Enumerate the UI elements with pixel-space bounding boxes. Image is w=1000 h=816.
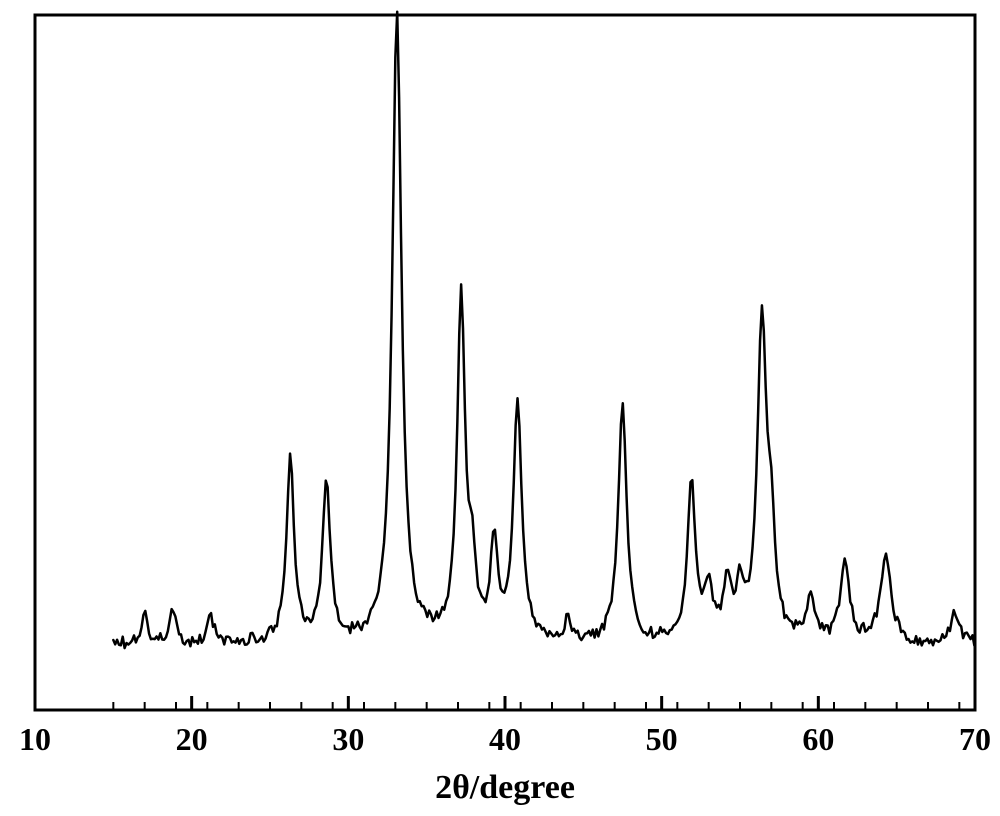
xtick-label: 60 (802, 721, 834, 757)
chart-svg: 10 20 30 40 50 60 70 2θ/degree (0, 0, 1000, 816)
xtick-label: 40 (489, 721, 521, 757)
xtick-label: 70 (959, 721, 991, 757)
xtick-label: 30 (332, 721, 364, 757)
xrd-chart: 10 20 30 40 50 60 70 2θ/degree (0, 0, 1000, 816)
xtick-label: 50 (646, 721, 678, 757)
xtick-label: 10 (19, 721, 51, 757)
x-axis-label: 2θ/degree (435, 769, 575, 806)
xtick-label: 20 (176, 721, 208, 757)
